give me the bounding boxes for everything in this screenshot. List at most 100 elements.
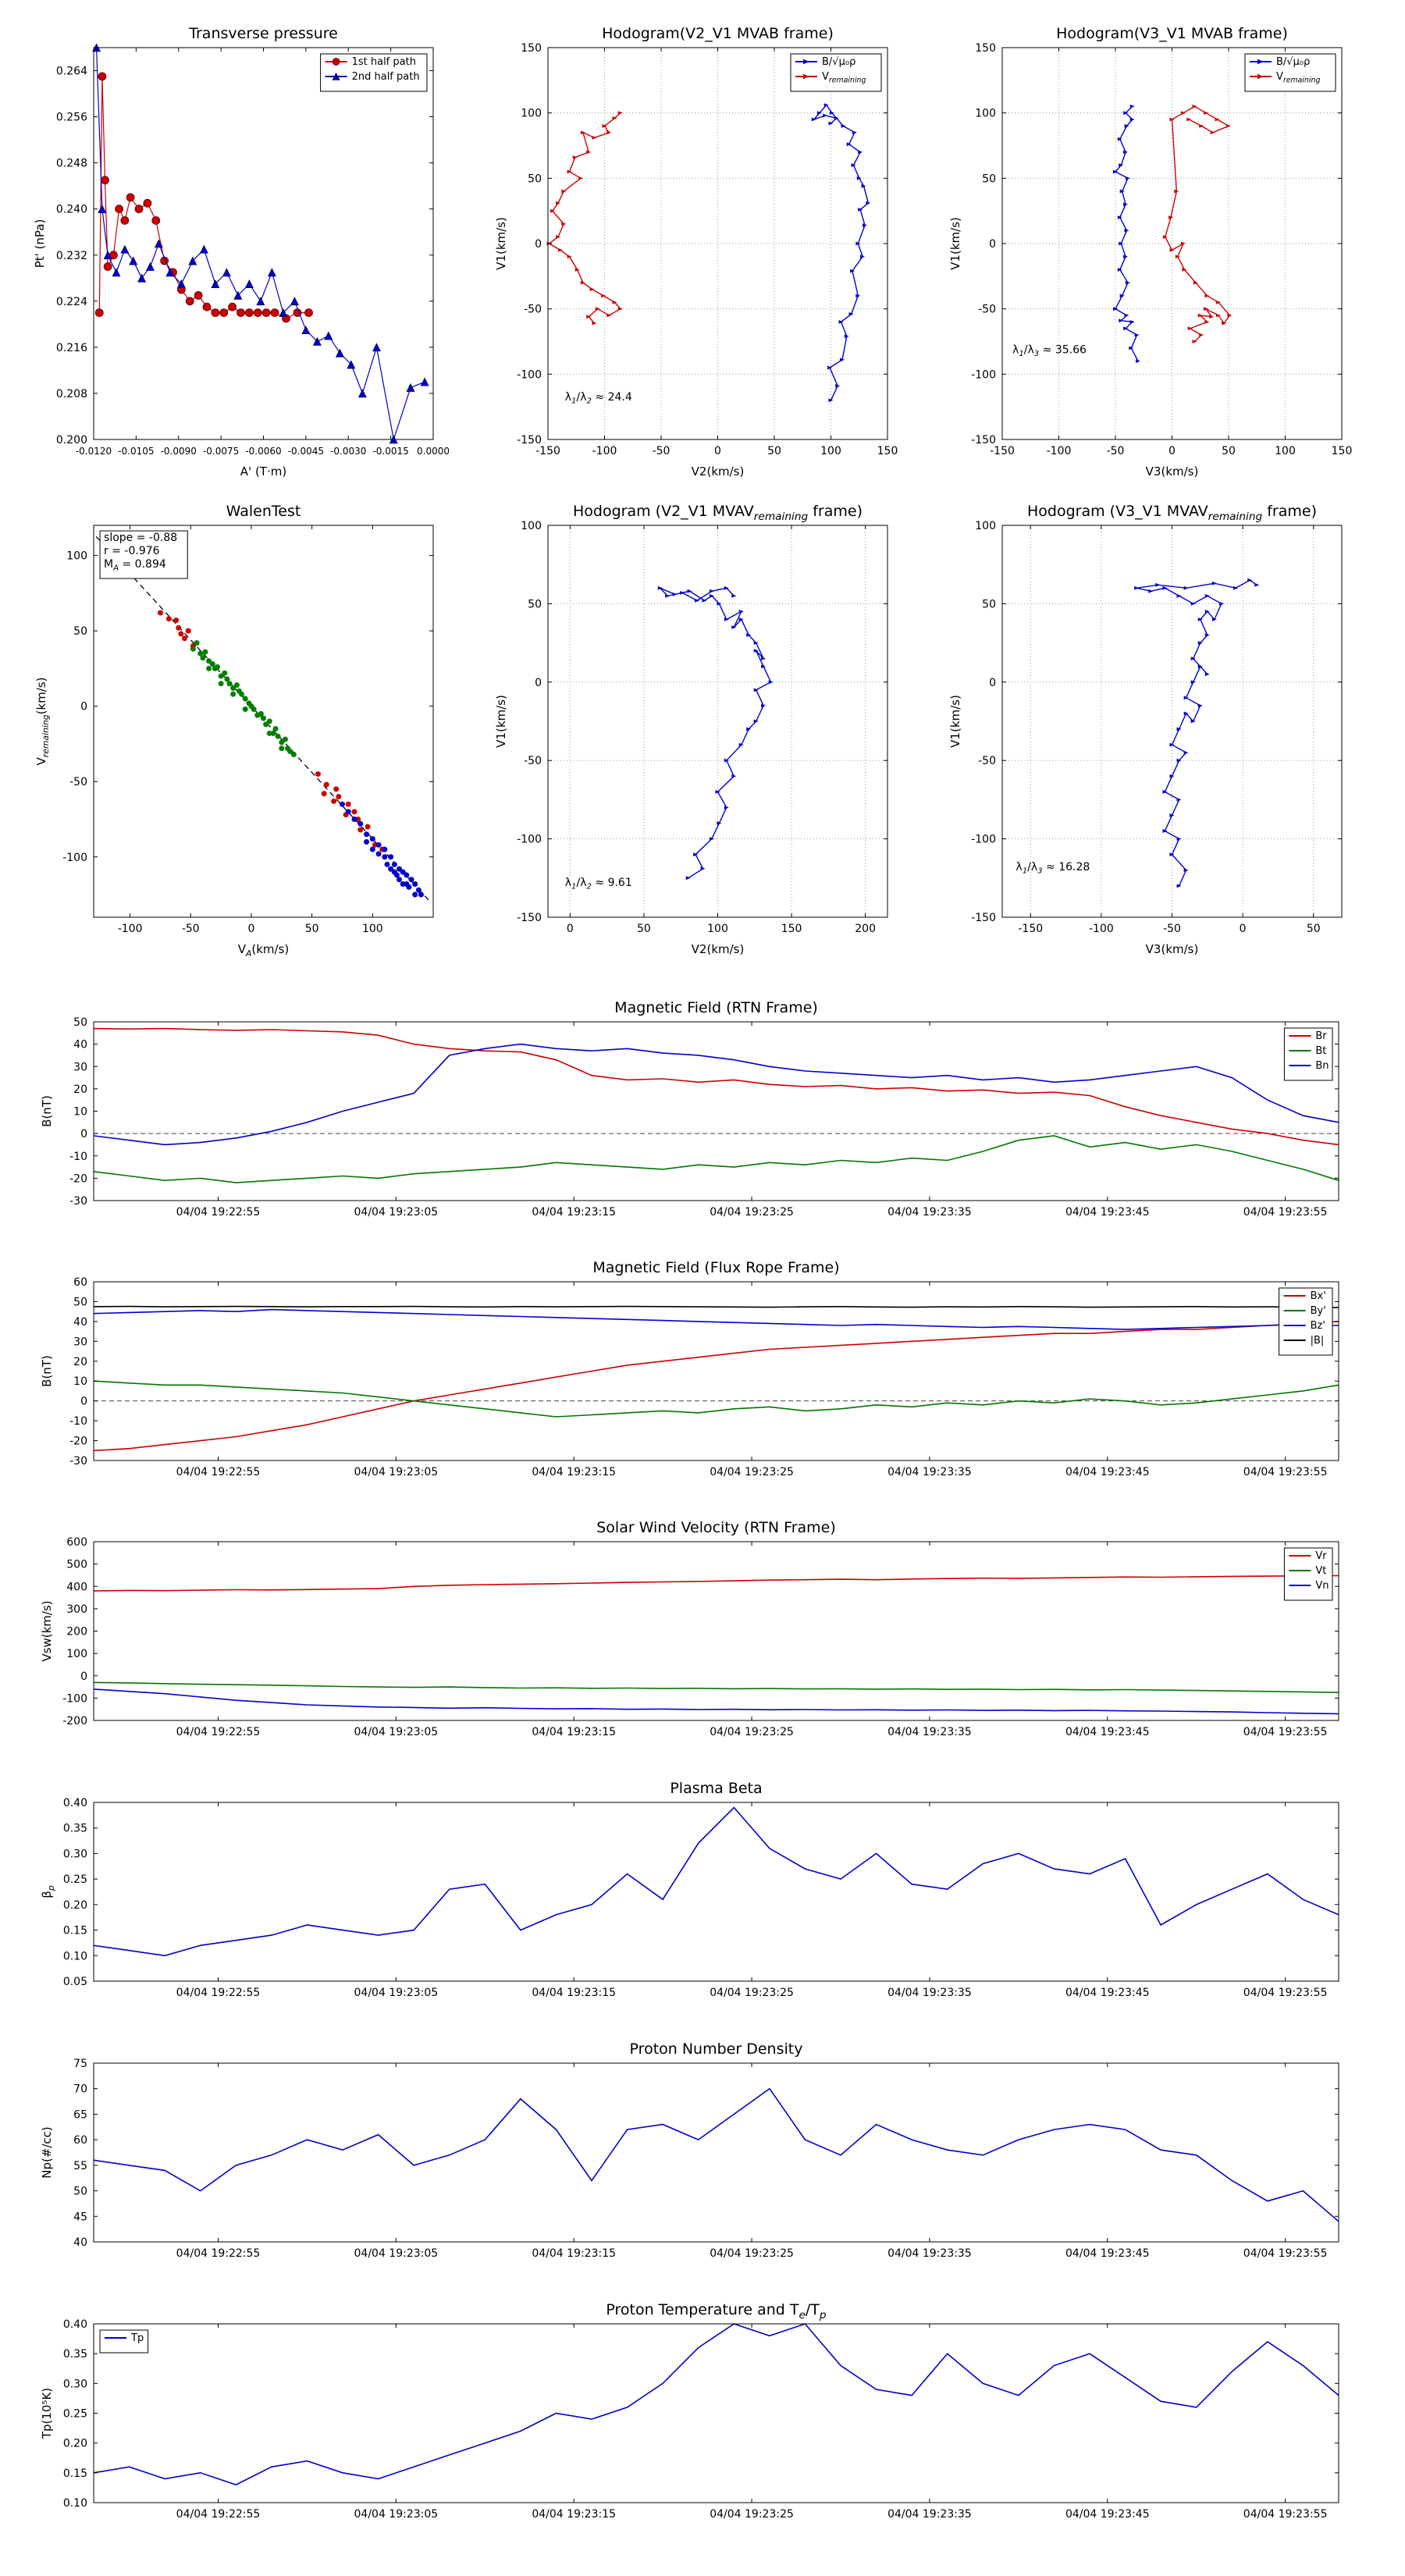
svg-text:50: 50 [982, 173, 996, 185]
svg-text:0.25: 0.25 [63, 1873, 87, 1886]
svg-text:100: 100 [1275, 445, 1296, 457]
svg-text:-30: -30 [69, 1455, 87, 1468]
svg-text:-100: -100 [517, 368, 542, 381]
svg-text:0.20: 0.20 [63, 1899, 87, 1912]
svg-text:0.232: 0.232 [56, 250, 87, 262]
svg-text:50: 50 [528, 598, 542, 610]
svg-text:Np(#/cc): Np(#/cc) [40, 2126, 54, 2179]
svg-text:-10: -10 [69, 1151, 87, 1163]
svg-text:04/04 19:23:15: 04/04 19:23:15 [532, 2508, 616, 2521]
svg-text:0.10: 0.10 [63, 1950, 87, 1962]
svg-text:04/04 19:23:25: 04/04 19:23:25 [710, 1466, 794, 1478]
svg-text:50: 50 [73, 625, 87, 638]
svg-text:0: 0 [714, 445, 721, 457]
svg-text:45: 45 [73, 2211, 87, 2223]
svg-text:04/04 19:23:55: 04/04 19:23:55 [1243, 2247, 1328, 2260]
svg-text:Magnetic Field (RTN Frame): Magnetic Field (RTN Frame) [614, 999, 818, 1016]
svg-text:300: 300 [66, 1603, 87, 1616]
chart-hodogram-v2v1-mvab: -150 -100 -50 0 50 100 150 -150 -100 -50 0 50 100 150… [478, 14, 903, 507]
svg-text:-150: -150 [971, 434, 996, 447]
svg-text:04/04 19:22:55: 04/04 19:22:55 [176, 1206, 261, 1219]
svg-text:04/04 19:23:35: 04/04 19:23:35 [887, 2247, 972, 2260]
svg-text:150: 150 [975, 42, 996, 55]
svg-text:0: 0 [567, 923, 574, 935]
svg-text:V3(km/s): V3(km/s) [1146, 464, 1199, 479]
svg-text:04/04 19:22:55: 04/04 19:22:55 [176, 2247, 261, 2260]
svg-text:04/04 19:23:15: 04/04 19:23:15 [532, 1987, 616, 1999]
svg-text:04/04 19:23:45: 04/04 19:23:45 [1065, 1466, 1150, 1478]
svg-text:0.10: 0.10 [63, 2497, 87, 2510]
svg-text:-100: -100 [592, 445, 617, 457]
svg-text:0: 0 [80, 701, 87, 713]
chart-hodogram-v3v1-mvav: -150 -100 -50 0 50 -150 -100 -50 0 50 100 Hodogram … [932, 492, 1357, 985]
svg-text:Hodogram(V2_V1 MVAB frame): Hodogram(V2_V1 MVAB frame) [602, 25, 834, 42]
svg-text:λ1/λ2 ≈ 9.61: λ1/λ2 ≈ 9.61 [565, 877, 632, 891]
svg-text:0.40: 0.40 [63, 2318, 87, 2331]
svg-text:04/04 19:23:55: 04/04 19:23:55 [1243, 1206, 1328, 1219]
svg-text:Hodogram (V3_V1 MVAVremaining: Hodogram (V3_V1 MVAVremaining frame) [1027, 503, 1317, 523]
svg-text:10: 10 [73, 1106, 87, 1119]
svg-text:λ1/λ3 ≈ 16.28: λ1/λ3 ≈ 16.28 [1016, 861, 1090, 876]
chart-bfield-fluxrope: 04/04 19:22:55 04/04 19:23:05 04/04 19:23:… [23, 1245, 1382, 1505]
svg-text:Br: Br [1315, 1030, 1327, 1042]
chart-proton-temperature: 04/04 19:22:55 04/04 19:23:05 04/04 19:23:… [23, 2287, 1382, 2547]
svg-text:Plasma Beta: Plasma Beta [670, 1780, 762, 1797]
svg-text:r = -0.976: r = -0.976 [104, 545, 160, 557]
chart-bfield-rtn: 04/04 19:22:55 04/04 19:23:05 04/04 19:23:… [23, 985, 1382, 1245]
svg-text:V1(km/s): V1(km/s) [948, 695, 962, 748]
svg-text:|B|: |B| [1311, 1335, 1325, 1347]
svg-text:-30: -30 [69, 1195, 87, 1208]
svg-text:V2(km/s): V2(km/s) [692, 464, 745, 479]
svg-text:04/04 19:23:55: 04/04 19:23:55 [1243, 1466, 1328, 1478]
svg-text:-50: -50 [1107, 445, 1125, 457]
svg-text:Pt' (nPa): Pt' (nPa) [33, 219, 47, 269]
svg-text:-0.0075: -0.0075 [203, 446, 239, 457]
svg-text:-100: -100 [62, 852, 87, 864]
svg-text:0.216: 0.216 [56, 342, 87, 354]
svg-text:04/04 19:23:45: 04/04 19:23:45 [1065, 1206, 1150, 1219]
svg-text:04/04 19:23:05: 04/04 19:23:05 [354, 1206, 439, 1219]
svg-text:-150: -150 [517, 434, 542, 447]
svg-text:0.224: 0.224 [56, 296, 87, 308]
svg-text:55: 55 [73, 2160, 87, 2172]
svg-text:0.15: 0.15 [63, 1925, 87, 1937]
svg-text:0: 0 [535, 677, 542, 689]
chart-vsw-rtn: 04/04 19:22:55 04/04 19:23:05 04/04 19:23:… [23, 1505, 1382, 1765]
svg-text:-10: -10 [69, 1415, 87, 1428]
svg-text:30: 30 [73, 1336, 87, 1348]
svg-text:200: 200 [855, 923, 876, 935]
svg-text:50: 50 [528, 173, 542, 185]
svg-text:100: 100 [66, 1648, 87, 1660]
svg-text:Solar Wind Velocity (RTN Frame: Solar Wind Velocity (RTN Frame) [596, 1519, 836, 1536]
svg-text:04/04 19:23:45: 04/04 19:23:45 [1065, 2508, 1150, 2521]
svg-text:04/04 19:22:55: 04/04 19:22:55 [176, 1987, 261, 1999]
svg-text:100: 100 [820, 445, 841, 457]
svg-text:V1(km/s): V1(km/s) [494, 695, 508, 748]
svg-text:0: 0 [80, 1128, 87, 1140]
svg-text:50: 50 [1307, 923, 1321, 935]
svg-text:-50: -50 [69, 776, 87, 788]
svg-text:B(nT): B(nT) [40, 1095, 54, 1127]
svg-text:-0.0120: -0.0120 [76, 446, 112, 457]
svg-text:-100: -100 [971, 834, 996, 846]
svg-text:60: 60 [73, 1276, 87, 1289]
svg-text:0.35: 0.35 [63, 2348, 87, 2361]
svg-text:-100: -100 [1089, 923, 1114, 935]
svg-text:20: 20 [73, 1083, 87, 1096]
svg-text:500: 500 [66, 1559, 87, 1571]
svg-text:-50: -50 [524, 304, 542, 316]
svg-text:-100: -100 [1047, 445, 1072, 457]
svg-text:04/04 19:23:25: 04/04 19:23:25 [710, 2508, 794, 2521]
svg-text:0.05: 0.05 [63, 1976, 87, 1988]
svg-text:200: 200 [66, 1626, 87, 1638]
svg-text:0.30: 0.30 [63, 1848, 87, 1860]
svg-text:Vremaining(km/s): Vremaining(km/s) [34, 678, 51, 766]
svg-text:-50: -50 [1163, 923, 1181, 935]
svg-text:100: 100 [521, 108, 542, 120]
svg-text:0: 0 [535, 238, 542, 251]
svg-text:150: 150 [877, 445, 898, 457]
svg-text:10: 10 [73, 1375, 87, 1388]
svg-text:0.30: 0.30 [63, 2378, 87, 2390]
svg-text:150: 150 [521, 42, 542, 55]
